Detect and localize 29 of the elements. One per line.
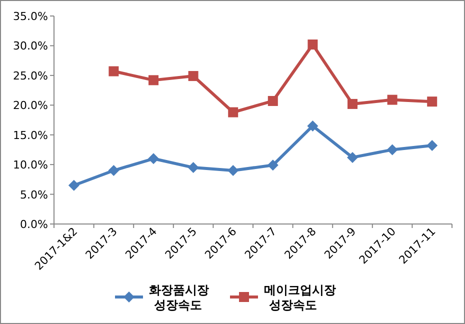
point <box>308 40 318 50</box>
point <box>426 140 438 152</box>
y-tick-label: 10.0% <box>13 158 48 172</box>
legend-label: 화장품시장 성장속도 <box>149 283 209 312</box>
point <box>347 152 358 163</box>
point <box>108 165 120 176</box>
legend-label: 메이크업시장 성장속도 <box>264 283 336 312</box>
point <box>268 96 278 106</box>
point <box>188 162 199 174</box>
y-tick-label: 35.0% <box>13 10 48 23</box>
y-tick-label: 20.0% <box>13 99 48 112</box>
point <box>228 165 239 176</box>
point <box>68 180 80 191</box>
point <box>108 66 119 76</box>
point <box>148 153 159 164</box>
y-tick-label: 5.0% <box>20 188 48 202</box>
point <box>228 107 238 118</box>
point <box>307 120 318 132</box>
point <box>348 98 358 109</box>
point <box>427 96 438 107</box>
y-tick-label: 15.0% <box>13 128 48 142</box>
point <box>386 144 398 156</box>
y-tick-label: 0.0% <box>20 218 48 231</box>
point <box>148 75 158 86</box>
point <box>188 71 198 82</box>
point <box>387 94 398 105</box>
y-tick-label: 30.0% <box>13 40 48 53</box>
point <box>267 160 278 171</box>
y-tick-label: 25.0% <box>13 69 48 82</box>
